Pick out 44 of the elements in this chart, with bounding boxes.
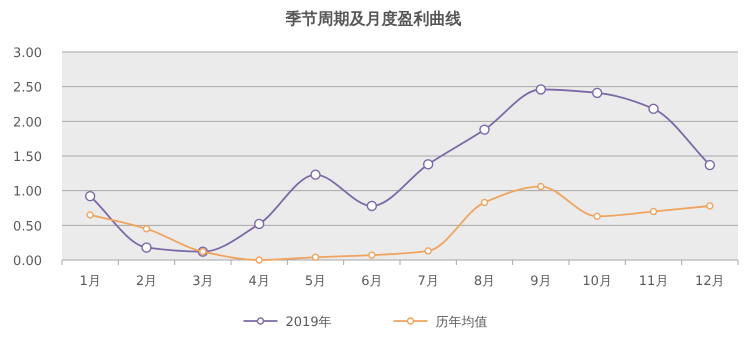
y-tick-label: 0.50 [13,219,42,234]
point [479,124,490,135]
y-tick-label: 2.00 [13,115,42,130]
chart-title: 季节周期及月度盈利曲线 [284,9,462,28]
point [706,202,714,210]
point [366,200,378,212]
point [592,88,602,98]
legend-label: 2019年 [286,315,332,330]
point [648,104,659,114]
point [537,182,545,190]
point [424,247,432,255]
point [254,218,264,230]
x-tick-label: 6月 [361,274,382,289]
legend-label: 历年均值 [436,315,488,330]
y-tick-label: 3.00 [13,46,42,61]
point [422,159,434,170]
point [593,212,601,220]
point [84,191,96,202]
point [255,256,263,264]
point [480,198,488,206]
y-tick-label: 2.50 [13,80,42,96]
x-tick-label: 11月 [638,274,668,289]
y-tick-label: 0.00 [13,254,42,269]
x-tick-label: 2月 [136,274,158,289]
point [310,170,321,180]
point [141,242,152,253]
x-tick-label: 10月 [582,274,612,289]
point [368,251,376,259]
y-tick-label: 1.50 [13,150,42,165]
x-tick-label: 4月 [248,274,270,289]
point [142,225,150,232]
x-tick-label: 8月 [474,274,496,289]
x-tick-label: 9月 [530,274,552,289]
point [536,84,546,95]
point [650,208,658,216]
x-tick-label: 3月 [192,274,214,289]
x-tick-label: 12月 [695,274,725,289]
x-tick-label: 1月 [80,274,101,289]
point [86,211,94,219]
x-tick-label: 7月 [418,274,439,289]
point [704,160,716,170]
x-tick-label: 5月 [304,274,326,289]
y-tick-label: 1.00 [13,184,42,200]
point [312,254,320,261]
